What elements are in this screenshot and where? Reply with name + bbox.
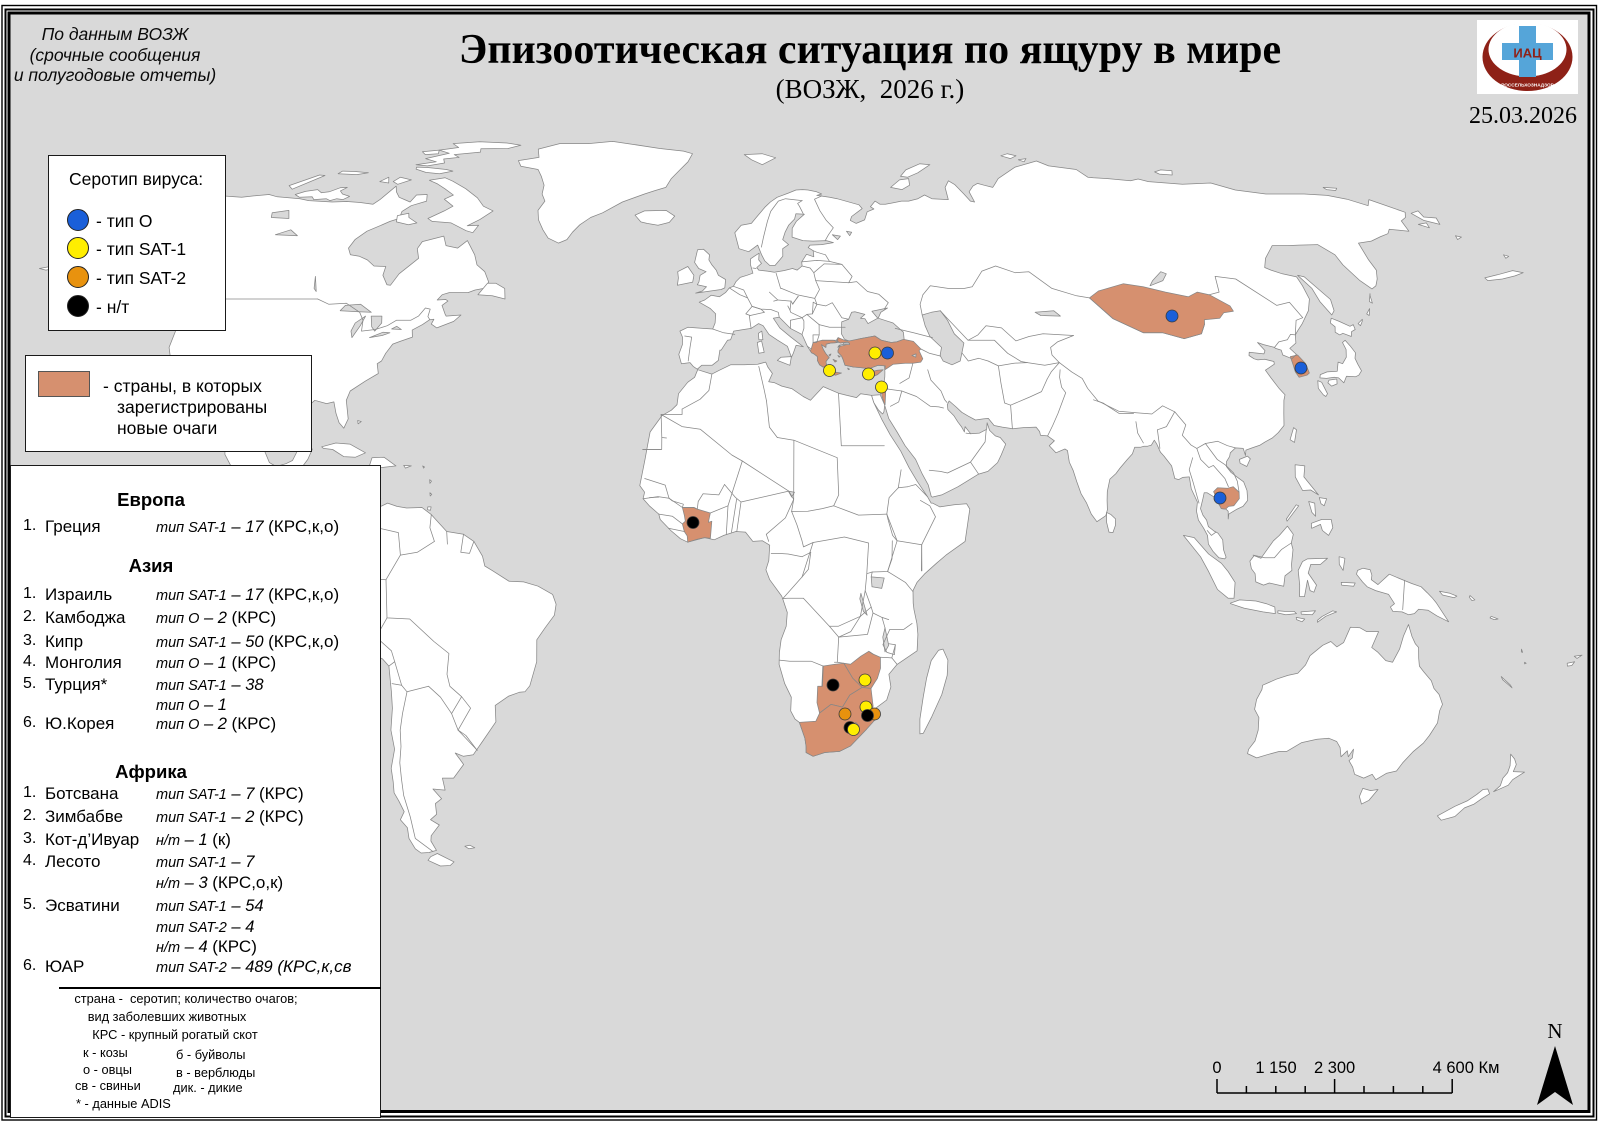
svg-text:2 300: 2 300 [1314, 1059, 1355, 1077]
svg-text:1 150: 1 150 [1255, 1059, 1296, 1077]
svg-text:0: 0 [1212, 1059, 1221, 1077]
svg-text:N: N [1547, 1019, 1562, 1043]
svg-text:РОССЕЛЬХОЗНАДЗОР: РОССЕЛЬХОЗНАДЗОР [1501, 83, 1554, 88]
svg-text:4 600 Км: 4 600 Км [1433, 1059, 1500, 1077]
svg-text:ИАЦ: ИАЦ [1513, 46, 1542, 61]
